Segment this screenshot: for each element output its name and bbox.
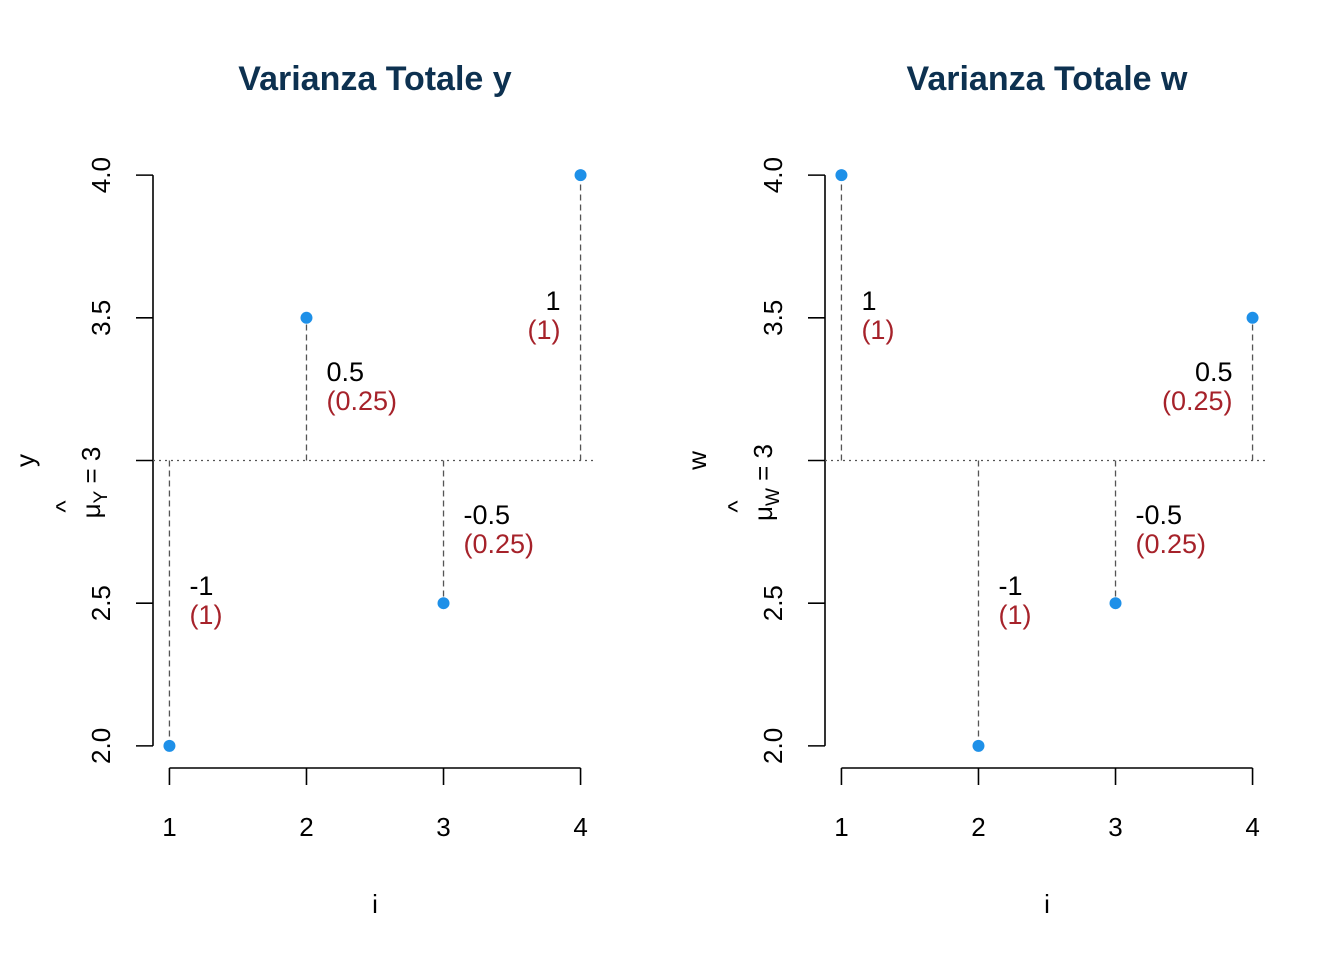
y-tick-label: 3.5 (86, 300, 116, 336)
data-point (835, 169, 848, 182)
y-tick-label: 4.0 (86, 157, 116, 193)
squared-deviation-label: (1) (861, 315, 894, 345)
deviation-label: 1 (546, 286, 561, 316)
mean-label: μY = 3 (76, 447, 112, 519)
y-tick-label: 2.0 (86, 728, 116, 764)
x-tick-label: 4 (1245, 812, 1259, 842)
deviation-label: 1 (861, 286, 876, 316)
chart-title: Varianza Totale y (238, 60, 511, 98)
mean-label-value: = 3 (748, 444, 778, 488)
data-point (437, 597, 450, 610)
squared-deviation-label: (1) (189, 600, 222, 630)
mean-label-subscript: Y (91, 490, 112, 503)
x-axis-title: i (1044, 889, 1050, 919)
mean-label-subscript: W (763, 488, 784, 506)
x-tick-label: 1 (834, 812, 848, 842)
squared-deviation-label: (0.25) (326, 386, 397, 416)
x-tick-label: 4 (573, 812, 587, 842)
x-axis-title: i (372, 889, 378, 919)
mean-label: μW = 3 (748, 444, 784, 521)
mean-label-symbol: μ (748, 506, 778, 521)
squared-deviation-label: (1) (528, 315, 561, 345)
data-point (1246, 311, 1259, 324)
deviation-label: -1 (189, 571, 213, 601)
x-tick-label: 2 (971, 812, 985, 842)
x-tick-label: 3 (1108, 812, 1122, 842)
y-tick-label: 2.5 (86, 585, 116, 621)
y-axis-title: y (10, 454, 40, 467)
chart-title: Varianza Totale w (907, 60, 1188, 98)
data-point (1109, 597, 1122, 610)
y-tick-label: 4.0 (758, 157, 788, 193)
deviation-label: -1 (998, 571, 1022, 601)
squared-deviation-label: (0.25) (1136, 529, 1207, 559)
chart-panel-2: Varianza Totale w2.02.53.54.0μW = 3^w1 2 3… (682, 60, 1269, 919)
deviation-label: 0.5 (1195, 357, 1233, 387)
x-tick-label: 3 (436, 812, 450, 842)
mean-label-hat: ^ (722, 500, 752, 513)
squared-deviation-label: (0.25) (464, 529, 535, 559)
y-tick-label: 2.0 (758, 728, 788, 764)
mean-label-symbol: μ (76, 503, 106, 518)
deviation-label: 0.5 (326, 357, 364, 387)
data-point (972, 739, 985, 752)
mean-label-hat: ^ (50, 500, 80, 513)
y-tick-label: 2.5 (758, 585, 788, 621)
data-point (300, 311, 313, 324)
data-point (163, 739, 176, 752)
deviation-label: -0.5 (1136, 500, 1183, 530)
y-tick-label: 3.5 (758, 300, 788, 336)
data-point (574, 169, 587, 182)
deviation-label: -0.5 (464, 500, 511, 530)
mean-label-value: = 3 (76, 447, 106, 491)
squared-deviation-label: (1) (998, 600, 1031, 630)
x-tick-label: 2 (299, 812, 313, 842)
chart-panel-1: Varianza Totale y2.02.53.54.0μY = 3^y1 2 3… (10, 60, 597, 919)
y-axis-title: w (682, 451, 712, 471)
x-tick-label: 1 (162, 812, 176, 842)
squared-deviation-label: (0.25) (1162, 386, 1233, 416)
